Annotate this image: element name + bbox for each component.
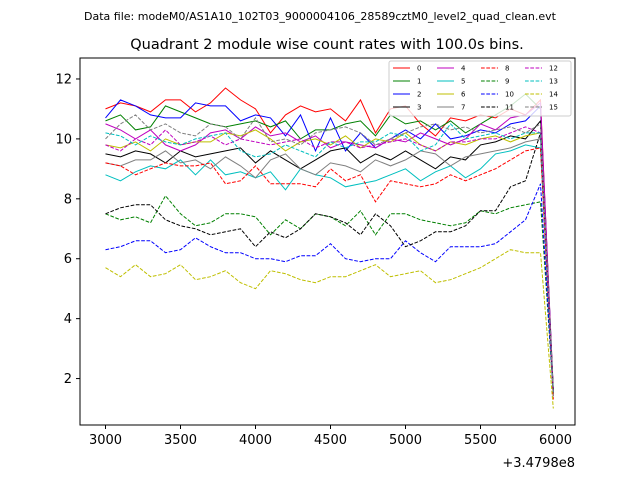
legend-label-8: 8 [505,65,509,73]
y-tick-label: 6 [64,252,72,267]
x-tick-label: 4500 [314,433,347,448]
y-tick-label: 8 [64,192,72,207]
x-tick-label: 3500 [164,433,197,448]
series-line-10 [105,183,554,394]
legend-label-12: 12 [549,65,558,73]
y-tick-label: 4 [64,312,72,327]
x-tick-label: 3000 [89,433,122,448]
x-tick-label: 5000 [389,433,422,448]
x-tick-label: 4000 [239,433,272,448]
x-tick-label: 6000 [539,433,572,448]
series-line-7 [105,138,554,397]
series-line-14 [105,249,554,409]
series-line-12 [105,126,554,391]
y-tick-label: 10 [55,132,72,147]
x-offset-label: +3.4798e8 [502,456,575,471]
legend-label-9: 9 [505,78,509,86]
legend-label-10: 10 [505,91,514,99]
legend-label-7: 7 [461,104,465,112]
legend-label-4: 4 [461,65,466,73]
series-line-4 [105,101,554,391]
plot-lines [105,87,554,409]
legend-label-14: 14 [549,91,558,99]
suptitle: Data file: modeM0/AS1A10_102T03_90000041… [84,10,557,23]
y-tick-label: 12 [55,72,72,87]
legend-label-5: 5 [461,78,465,86]
legend-label-13: 13 [549,78,558,86]
y-tick-label: 2 [64,372,72,387]
series-line-13 [105,123,554,394]
legend-label-11: 11 [505,104,514,112]
series-line-11 [105,132,554,391]
y-axis: 2 4 6 8 10 12 [55,72,80,387]
legend-label-1: 1 [417,78,421,86]
legend-label-6: 6 [461,91,466,99]
legend-label-3: 3 [417,104,421,112]
series-line-8 [105,147,554,400]
legend-box [388,60,572,117]
legend-label-2: 2 [417,91,421,99]
x-axis: 3000 3500 4000 4500 5000 5500 6000 [89,425,572,448]
chart-title: Quadrant 2 module wise count rates with … [130,37,524,53]
x-tick-label: 5500 [464,433,497,448]
axes-frame [79,57,576,426]
legend-label-15: 15 [549,104,558,112]
legend-label-0: 0 [417,65,421,73]
series-line-2 [105,99,554,394]
series-line-15 [105,114,554,397]
series-line-5 [105,144,554,394]
